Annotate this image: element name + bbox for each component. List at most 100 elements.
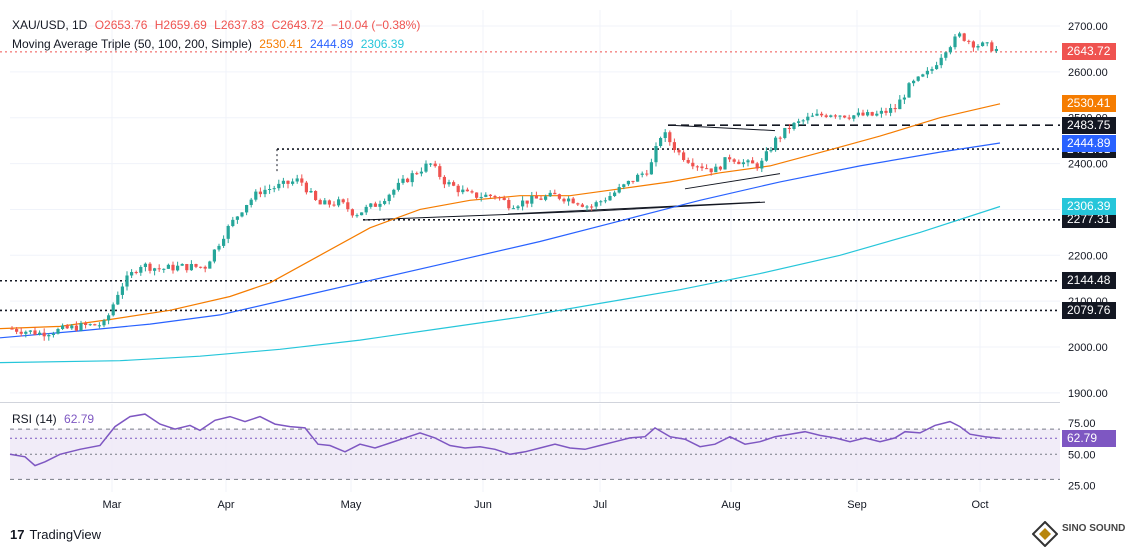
candle-body bbox=[364, 206, 368, 213]
tv-icon: 17 bbox=[10, 527, 25, 542]
candle-body bbox=[470, 191, 474, 193]
candle-body bbox=[337, 199, 341, 206]
candle-body bbox=[134, 272, 138, 274]
candle-up bbox=[764, 147, 768, 162]
candle-up bbox=[603, 197, 607, 204]
candle-down bbox=[728, 154, 732, 163]
candle-up bbox=[783, 127, 787, 140]
close-value: C2643.72 bbox=[271, 18, 324, 32]
candle-up bbox=[856, 108, 860, 118]
price-label-box: 2530.41 bbox=[1062, 95, 1116, 113]
candle-down bbox=[590, 204, 594, 211]
symbol-header: XAU/USD, 1D O2653.76 H2659.69 L2637.83 C… bbox=[12, 18, 424, 32]
candle-down bbox=[870, 111, 874, 117]
x-tick-label: Aug bbox=[721, 499, 741, 511]
candle-body bbox=[410, 173, 414, 183]
candle-down bbox=[33, 327, 37, 336]
candle-up bbox=[263, 185, 267, 198]
candle-body bbox=[622, 184, 626, 188]
candle-up bbox=[291, 178, 295, 186]
candle-body bbox=[985, 42, 989, 44]
candle-body bbox=[387, 194, 391, 202]
candle-body bbox=[925, 70, 929, 75]
candle-body bbox=[567, 198, 571, 202]
ma-label[interactable]: Moving Average Triple (50, 100, 200, Sim… bbox=[12, 37, 252, 51]
watermark: SINO SOUND bbox=[1032, 519, 1128, 549]
candle-body bbox=[263, 189, 267, 195]
candle-down bbox=[327, 199, 331, 208]
candle-body bbox=[452, 182, 456, 186]
y-tick-label: 2200.00 bbox=[1068, 250, 1108, 262]
rsi-header: RSI (14) 62.79 bbox=[12, 412, 98, 426]
candle-up bbox=[295, 174, 299, 184]
candle-up bbox=[958, 31, 962, 38]
y-tick-label: 2000.00 bbox=[1068, 342, 1108, 354]
candle-down bbox=[562, 197, 566, 204]
candle-down bbox=[341, 198, 345, 204]
candle-down bbox=[971, 40, 975, 52]
candle-body bbox=[806, 116, 810, 121]
candle-up bbox=[774, 136, 778, 152]
candle-up bbox=[401, 175, 405, 185]
candle-body bbox=[810, 115, 814, 117]
candle-down bbox=[465, 187, 469, 192]
candle-body bbox=[953, 36, 957, 48]
candle-body bbox=[74, 325, 78, 331]
candle-up bbox=[585, 205, 589, 211]
candle-down bbox=[470, 189, 474, 194]
rsi-label[interactable]: RSI (14) bbox=[12, 412, 57, 426]
candle-down bbox=[967, 39, 971, 45]
candle-body bbox=[631, 180, 635, 182]
candle-up bbox=[484, 192, 488, 198]
candle-body bbox=[636, 174, 640, 182]
candle-up bbox=[944, 51, 948, 61]
candle-up bbox=[769, 146, 773, 153]
candle-down bbox=[502, 195, 506, 201]
candle-body bbox=[695, 166, 699, 168]
candle-up bbox=[654, 142, 658, 167]
candle-up bbox=[56, 327, 60, 335]
candle-body bbox=[884, 110, 888, 113]
candle-body bbox=[576, 203, 580, 205]
candle-up bbox=[111, 302, 115, 317]
candle-body bbox=[143, 263, 147, 267]
candle-down bbox=[705, 164, 709, 170]
candle-up bbox=[626, 180, 630, 187]
candle-body bbox=[935, 65, 939, 70]
candle-body bbox=[120, 286, 124, 295]
candle-down bbox=[778, 136, 782, 143]
candle-body bbox=[33, 330, 37, 335]
candle-body bbox=[760, 160, 764, 169]
candle-up bbox=[79, 320, 83, 332]
candle-body bbox=[507, 199, 511, 209]
candle-body bbox=[314, 190, 318, 201]
candle-up bbox=[153, 267, 157, 276]
candle-body bbox=[97, 325, 101, 327]
candle-up bbox=[231, 216, 235, 228]
price-label-box: 2306.39 bbox=[1062, 198, 1116, 215]
candle-body bbox=[327, 200, 331, 205]
candle-down bbox=[893, 103, 897, 113]
candle-down bbox=[534, 191, 538, 199]
candle-up bbox=[369, 202, 373, 209]
candle-body bbox=[245, 205, 249, 213]
candle-body bbox=[130, 272, 134, 276]
x-tick-label: May bbox=[341, 499, 362, 511]
candle-up bbox=[208, 260, 212, 269]
candle-down bbox=[10, 326, 14, 330]
rsi-tick-label: 25.00 bbox=[1068, 481, 1096, 493]
symbol-label[interactable]: XAU/USD, 1D bbox=[12, 18, 88, 32]
candle-body bbox=[755, 163, 759, 169]
candle-body bbox=[208, 261, 212, 269]
candle-body bbox=[171, 264, 175, 271]
candle-body bbox=[281, 180, 285, 184]
tradingview-logo[interactable]: 17 TradingView bbox=[10, 527, 101, 542]
candle-up bbox=[70, 323, 74, 330]
candle-up bbox=[383, 198, 387, 206]
candle-down bbox=[645, 169, 649, 177]
candle-body bbox=[847, 117, 851, 119]
candle-up bbox=[364, 204, 368, 215]
candle-body bbox=[916, 76, 920, 81]
candle-body bbox=[277, 183, 281, 189]
candle-body bbox=[838, 115, 842, 117]
